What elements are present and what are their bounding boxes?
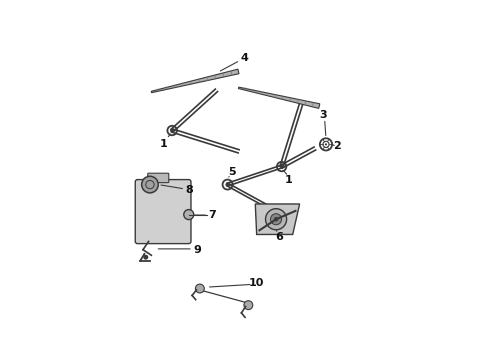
Circle shape — [270, 214, 282, 225]
Circle shape — [196, 284, 204, 293]
Text: 8: 8 — [185, 185, 193, 195]
Circle shape — [244, 301, 253, 310]
Circle shape — [184, 210, 194, 220]
Text: 5: 5 — [228, 167, 236, 177]
Circle shape — [280, 165, 283, 168]
Circle shape — [226, 183, 229, 186]
Circle shape — [266, 209, 287, 230]
FancyBboxPatch shape — [135, 180, 191, 244]
Circle shape — [171, 129, 174, 132]
FancyBboxPatch shape — [147, 173, 169, 183]
Text: 10: 10 — [249, 278, 265, 288]
Polygon shape — [151, 69, 239, 93]
Text: 4: 4 — [240, 53, 248, 63]
Circle shape — [274, 217, 278, 221]
Polygon shape — [239, 87, 320, 108]
Text: 6: 6 — [275, 232, 283, 242]
Polygon shape — [255, 204, 300, 234]
Text: 2: 2 — [333, 141, 341, 151]
Text: 7: 7 — [208, 210, 216, 220]
Text: 3: 3 — [319, 110, 327, 120]
Text: 1: 1 — [160, 139, 168, 149]
Circle shape — [142, 176, 158, 193]
Text: 9: 9 — [193, 245, 201, 255]
Circle shape — [143, 255, 148, 260]
Circle shape — [325, 143, 327, 145]
Text: 1: 1 — [285, 175, 293, 185]
